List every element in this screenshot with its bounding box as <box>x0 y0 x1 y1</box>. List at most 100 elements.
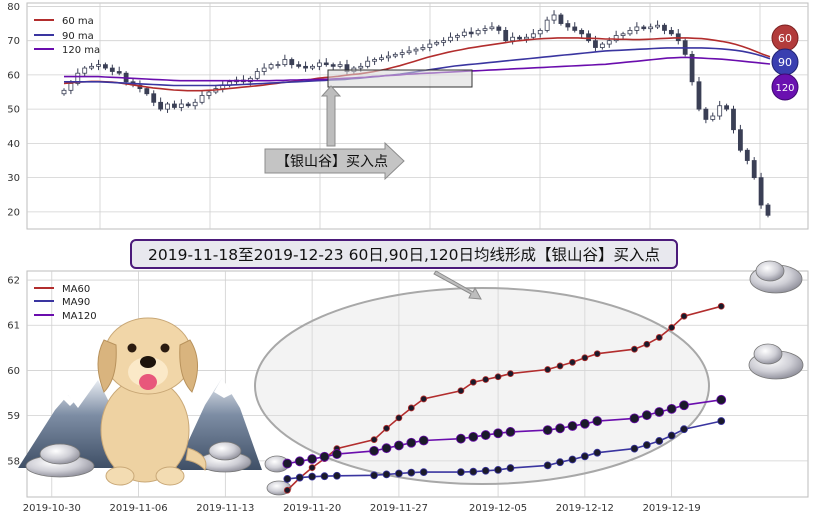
highlight-ellipse <box>254 287 710 485</box>
bottom-series-point-0 <box>581 354 589 362</box>
badge-120 <box>771 73 799 101</box>
bottom-panel: 58 59 60 61 62 2019-10-30 2019-11-06 2019-11-1… <box>7 260 809 514</box>
bottom-series-point-0 <box>383 424 390 432</box>
candle-body <box>103 64 108 69</box>
bottom-x-tick-label: 2019-10-30 <box>23 503 81 514</box>
bottom-series-point-0 <box>544 366 552 373</box>
candle-body <box>158 101 164 110</box>
bottom-series-point-1 <box>568 455 577 464</box>
candle-body <box>641 26 647 30</box>
top-y-tick-label: 80 <box>7 2 20 13</box>
bottom-series-point-0 <box>395 414 403 422</box>
banner-text: 2019-11-18至2019-12-23 60日,90日,120日均线形成【银… <box>148 246 660 264</box>
candle-body <box>448 36 453 42</box>
top-y-tick-label: 50 <box>7 105 20 116</box>
candle-body <box>427 43 433 48</box>
candle-body <box>289 59 295 66</box>
bottom-series-point-0 <box>556 362 564 370</box>
bottom-series-point-1 <box>655 437 664 445</box>
candle-body <box>689 53 695 83</box>
candle-body <box>358 65 364 69</box>
bottom-x-tick-label: 2019-12-19 <box>643 503 701 514</box>
bottom-series-point-2 <box>468 431 479 442</box>
candle-body <box>627 29 633 35</box>
valley-highlight-box <box>327 69 473 88</box>
candle-body <box>296 64 302 67</box>
ma-badges: 60 90 120 <box>771 24 799 101</box>
bottom-series-point-2 <box>654 407 665 417</box>
candle-body <box>599 43 605 48</box>
candle-body <box>551 14 557 21</box>
candle-body <box>475 29 481 35</box>
bottom-series-point-2 <box>394 440 404 451</box>
up-arrow-icon <box>320 85 342 147</box>
candle-body <box>530 33 536 38</box>
candle-body <box>68 83 74 91</box>
bottom-series-point-2 <box>579 418 590 429</box>
bottom-series-point-0 <box>469 378 477 386</box>
bottom-series-point-1 <box>419 468 428 477</box>
bottom-series-point-0 <box>717 302 725 310</box>
candle-body <box>461 31 467 36</box>
candle-body <box>116 71 122 74</box>
candle-body <box>379 57 384 60</box>
candle-body <box>199 95 205 103</box>
bottom-x-tick-label: 2019-11-27 <box>370 503 428 514</box>
candle-body <box>165 103 170 110</box>
bottom-series-point-0 <box>569 358 576 366</box>
bottom-series-point-2 <box>369 445 380 456</box>
bottom-series-point-2 <box>418 435 429 446</box>
bottom-series-point-1 <box>506 464 515 472</box>
bottom-series-point-1 <box>593 448 602 457</box>
candle-body <box>151 93 157 103</box>
bottom-series-point-0 <box>420 395 428 403</box>
bottom-x-tick-label: 2019-11-13 <box>196 503 254 514</box>
candle-body <box>254 71 260 79</box>
candle-body <box>606 40 612 45</box>
candle-body <box>634 26 640 31</box>
candle-body <box>206 91 212 96</box>
candle-body <box>620 33 626 36</box>
bottom-series-point-2 <box>555 423 565 434</box>
bottom-series-point-1 <box>543 461 552 470</box>
candle-body <box>579 29 585 35</box>
silver-ingot-icon <box>748 343 804 380</box>
candle-body <box>696 81 702 110</box>
bottom-series-point-1 <box>395 469 403 478</box>
legend-ma120-label: MA120 <box>62 311 97 322</box>
bottom-series-point-2 <box>455 433 466 444</box>
bottom-series-point-0 <box>457 387 465 395</box>
bottom-series-point-2 <box>629 413 640 424</box>
bottom-series-point-0 <box>308 464 316 472</box>
candle-body <box>420 47 426 50</box>
bottom-ma-lines <box>282 302 727 494</box>
buy-point-arrow-label: 【银山谷】买入点 <box>264 141 405 181</box>
bottom-series-point-0 <box>593 350 601 358</box>
bottom-series-point-2 <box>542 425 553 436</box>
bottom-series-point-0 <box>631 345 638 353</box>
dog-illustration <box>97 317 207 486</box>
top-y-tick-label: 70 <box>7 36 20 47</box>
bottom-series-point-1 <box>407 468 416 477</box>
bottom-x-ticks: 2019-10-30 2019-11-06 2019-11-13 2019-11-20… <box>23 503 701 514</box>
pointer-arrow-icon <box>433 270 482 300</box>
top-y-tick-label: 30 <box>7 173 20 184</box>
candle-body <box>303 65 308 69</box>
candle-body <box>185 103 191 107</box>
candle-body <box>724 105 729 110</box>
bottom-series-point-2 <box>567 421 578 431</box>
candle-body <box>468 31 474 35</box>
banner: 2019-11-18至2019-12-23 60日,90日,120日均线形成【银… <box>130 239 678 269</box>
candle-body <box>399 52 405 55</box>
bottom-series-point-2 <box>307 454 318 464</box>
candle-body <box>558 14 564 24</box>
candle-body <box>586 33 591 42</box>
top-y-ticks: 20 30 40 50 60 70 80 <box>7 2 20 218</box>
bottom-series-point-1 <box>283 475 292 483</box>
bottom-series-point-1 <box>456 468 465 477</box>
candle-body <box>503 29 509 42</box>
bottom-legend: MA60 MA90 MA120 <box>34 284 97 322</box>
candle-body <box>524 36 529 40</box>
bottom-series-point-0 <box>643 340 651 348</box>
